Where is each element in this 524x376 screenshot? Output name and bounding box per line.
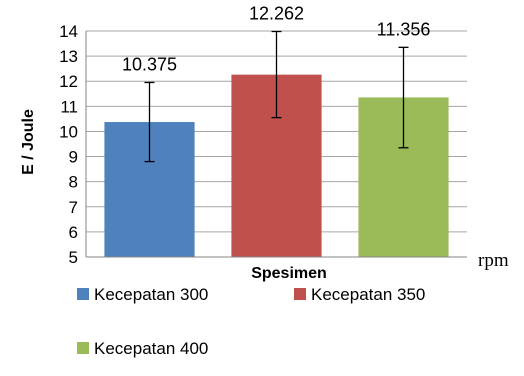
- error-bars: [144, 30, 409, 163]
- y-axis-title: E / Joule: [20, 109, 37, 175]
- y-tick-labels: 5 6 7 8 9 10 11 12 13 14: [59, 22, 78, 267]
- data-label: 12.262: [249, 4, 304, 24]
- y-tick-label: 13: [59, 47, 78, 66]
- data-label: 11.356: [377, 19, 431, 39]
- y-tick-label: 11: [60, 97, 78, 116]
- legend-swatch: [294, 288, 306, 300]
- y-tick-label: 6: [69, 223, 78, 242]
- y-tick-label: 10: [59, 122, 78, 141]
- y-tick-label: 7: [69, 198, 78, 217]
- legend-label: Kecepatan 300: [94, 285, 208, 304]
- y-tick-label: 8: [69, 173, 78, 192]
- legend-swatch: [77, 342, 89, 354]
- unit-label: rpm: [478, 250, 509, 271]
- legend-label: Kecepatan 350: [311, 285, 425, 304]
- y-tick-label: 12: [59, 72, 78, 91]
- data-label: 10.375: [122, 54, 177, 74]
- legend: Kecepatan 300 Kecepatan 350 Kecepatan 400: [77, 285, 425, 358]
- y-tick-label: 5: [69, 248, 78, 267]
- data-labels: 10.375 12.262 11.356: [122, 4, 430, 75]
- legend-swatch: [77, 288, 89, 300]
- y-tick-label: 9: [69, 148, 78, 167]
- x-axis-title: Spesimen: [251, 265, 327, 282]
- y-tick-label: 14: [59, 22, 78, 41]
- axes: [85, 31, 467, 258]
- legend-label: Kecepatan 400: [94, 339, 208, 358]
